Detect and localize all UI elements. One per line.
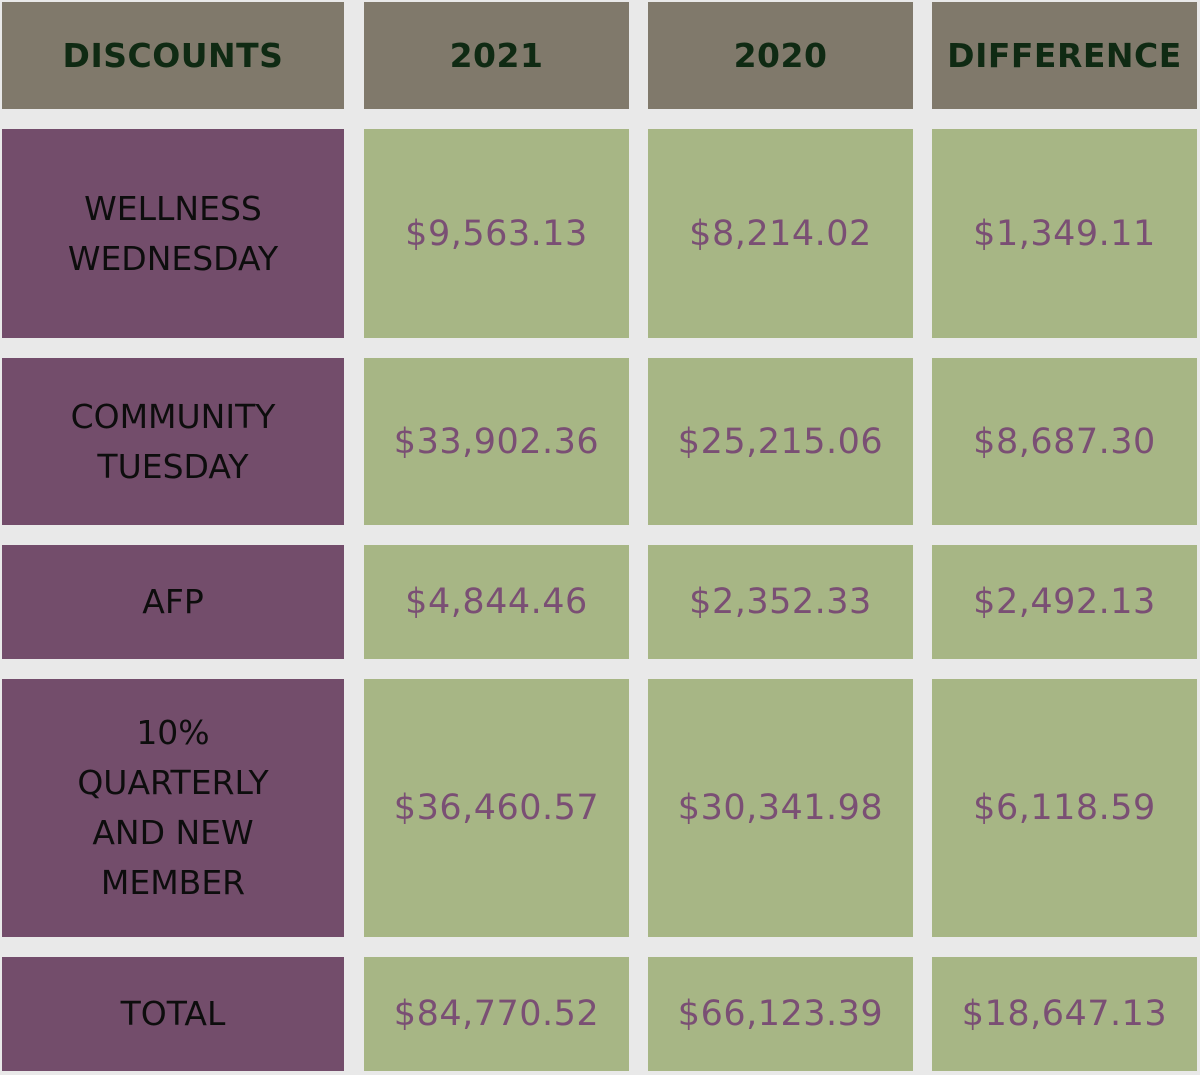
value-2021-afp: $4,844.46 xyxy=(364,545,629,659)
value-difference-total: $18,647.13 xyxy=(932,957,1197,1071)
value-2021-total: $84,770.52 xyxy=(364,957,629,1071)
value-2021-community-tuesday: $33,902.36 xyxy=(364,358,629,525)
row-label-community-tuesday: COMMUNITY TUESDAY xyxy=(2,358,344,525)
header-2021: 2021 xyxy=(364,2,629,109)
row-label-line: TOTAL xyxy=(120,994,226,1033)
value-2021-quarterly-new-member: $36,460.57 xyxy=(364,679,629,937)
value-difference-afp: $2,492.13 xyxy=(932,545,1197,659)
row-label-line: AND NEW xyxy=(92,813,254,852)
row-label-total: TOTAL xyxy=(2,957,344,1071)
value-2020-community-tuesday: $25,215.06 xyxy=(648,358,913,525)
value-2020-afp: $2,352.33 xyxy=(648,545,913,659)
value-difference-quarterly-new-member: $6,118.59 xyxy=(932,679,1197,937)
row-label-afp: AFP xyxy=(2,545,344,659)
header-difference: DIFFERENCE xyxy=(932,2,1197,109)
value-difference-community-tuesday: $8,687.30 xyxy=(932,358,1197,525)
value-2021-wellness-wednesday: $9,563.13 xyxy=(364,129,629,338)
row-label-line: COMMUNITY xyxy=(70,396,276,436)
row-label-line: TUESDAY xyxy=(97,446,249,486)
value-2020-total: $66,123.39 xyxy=(648,957,913,1071)
row-label-quarterly-new-member: 10% QUARTERLY AND NEW MEMBER xyxy=(2,679,344,937)
row-label-line: WEDNESDAY xyxy=(67,238,279,278)
header-2020: 2020 xyxy=(648,2,913,109)
row-label-line: AFP xyxy=(142,582,204,621)
value-2020-quarterly-new-member: $30,341.98 xyxy=(648,679,913,937)
value-difference-wellness-wednesday: $1,349.11 xyxy=(932,129,1197,338)
value-2020-wellness-wednesday: $8,214.02 xyxy=(648,129,913,338)
row-label-wellness-wednesday: WELLNESS WEDNESDAY xyxy=(2,129,344,338)
row-label-line: MEMBER xyxy=(100,863,246,902)
row-label-line: QUARTERLY xyxy=(77,763,269,802)
header-discounts: DISCOUNTS xyxy=(2,2,344,109)
row-label-line: WELLNESS xyxy=(84,188,262,228)
row-label-line: 10% xyxy=(136,713,210,752)
